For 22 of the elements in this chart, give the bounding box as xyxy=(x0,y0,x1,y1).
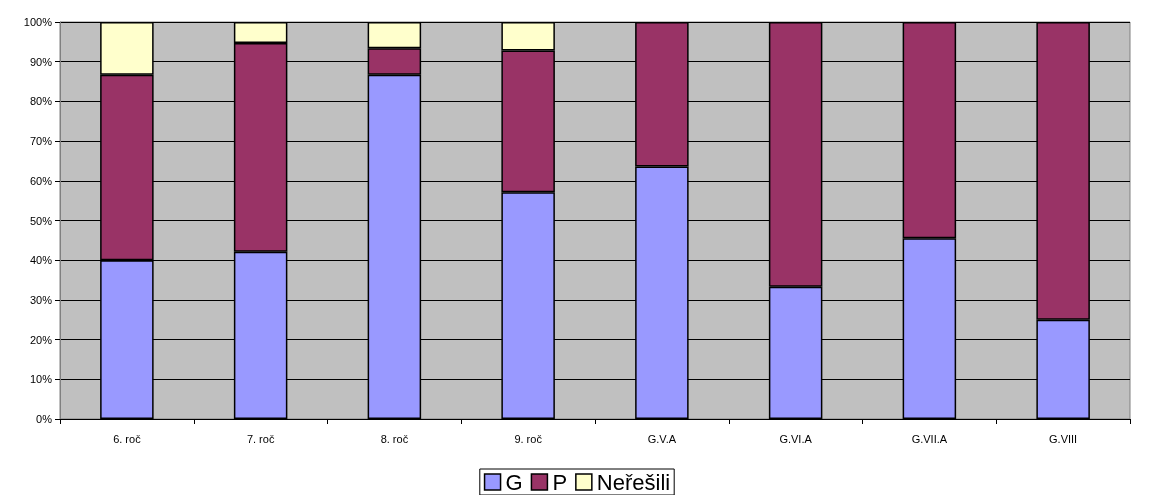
x-tick-label: 8. roč xyxy=(380,432,409,445)
y-tick-label: 30% xyxy=(29,293,53,306)
x-tick-label: G.V.A xyxy=(647,432,677,445)
x-tick-label: 6. roč xyxy=(113,432,142,445)
y-tick-label: 70% xyxy=(29,135,53,148)
y-tick-label: 0% xyxy=(36,413,53,425)
y-tick-label: 20% xyxy=(29,333,53,346)
y-tick-label: 40% xyxy=(29,254,53,267)
y-tick-label: 50% xyxy=(29,214,53,227)
y-tick-label: 10% xyxy=(29,373,53,386)
y-tick-label: 80% xyxy=(29,95,53,108)
legend-label: Neřešili xyxy=(596,469,671,495)
y-tick-label: 90% xyxy=(29,55,53,68)
legend-label: P xyxy=(552,469,568,495)
y-tick-label: 100% xyxy=(23,16,53,28)
x-tick-label: G.VII.A xyxy=(911,432,948,445)
y-tick-label: 60% xyxy=(29,174,53,187)
x-tick-label: 9. roč xyxy=(514,432,543,445)
x-tick-label: G.VIII xyxy=(1049,432,1078,445)
x-tick-label: 7. roč xyxy=(246,432,275,445)
legend-label: G xyxy=(505,469,523,495)
x-tick-label: G.VI.A xyxy=(779,432,813,445)
